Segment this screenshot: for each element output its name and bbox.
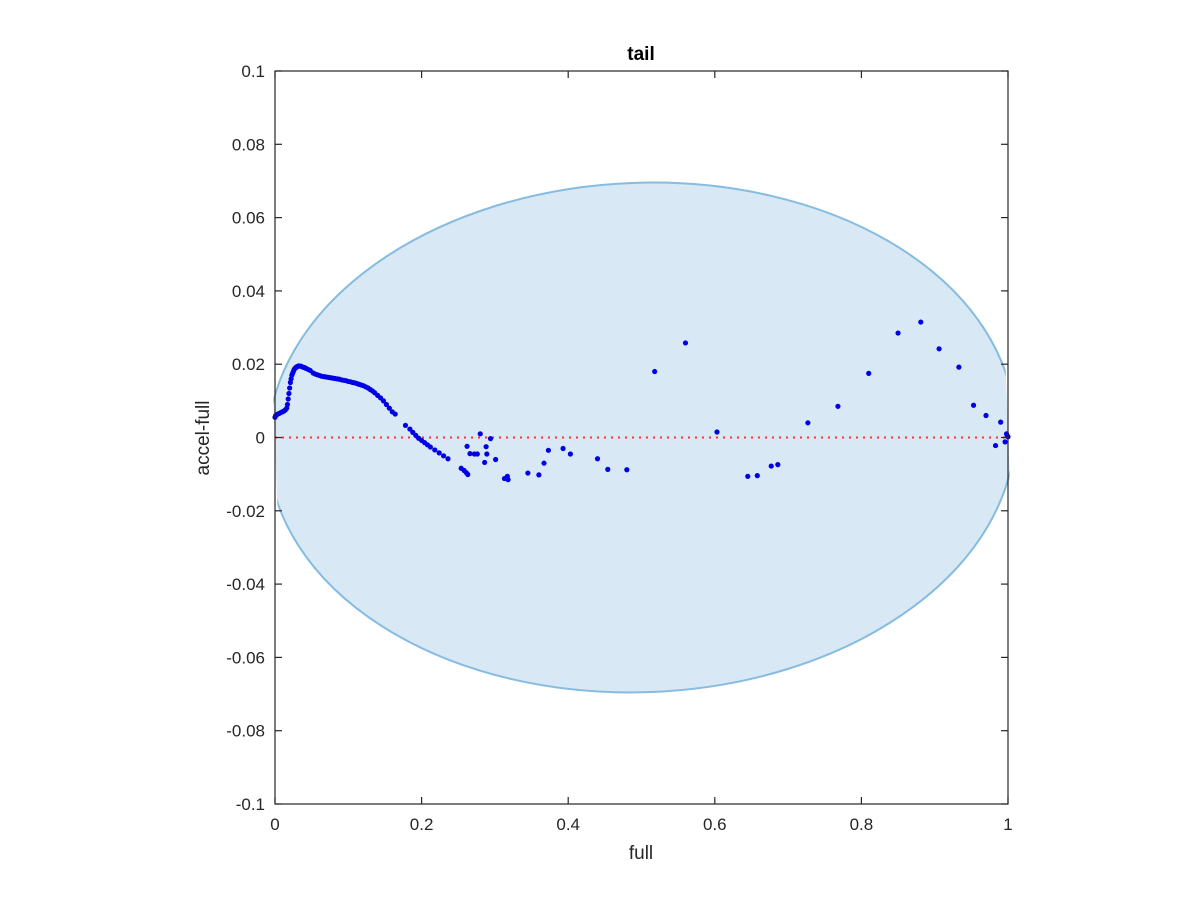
data-point	[467, 451, 473, 457]
data-point	[284, 401, 291, 408]
data-point	[805, 420, 811, 426]
y-tick-label: 0.1	[241, 62, 265, 81]
data-point	[970, 402, 977, 408]
y-tick-label: 0.08	[232, 135, 265, 154]
data-point	[536, 472, 542, 478]
data-point	[624, 467, 630, 473]
data-point	[745, 473, 751, 479]
data-point	[525, 470, 531, 476]
tick-marks-layer	[274, 70, 1009, 805]
data-point	[464, 443, 470, 449]
data-points-layer	[272, 319, 1011, 483]
data-point	[895, 330, 901, 336]
data-point	[541, 460, 547, 466]
data-point	[392, 411, 398, 417]
y-tick-label: -0.1	[236, 795, 265, 814]
data-point	[998, 419, 1004, 425]
data-point	[605, 466, 611, 472]
y-axis-label: accel-full	[193, 401, 214, 476]
data-point	[956, 364, 962, 370]
data-point	[427, 444, 433, 450]
x-tick-label: 1	[1003, 815, 1012, 834]
data-point	[432, 447, 438, 453]
data-point	[835, 403, 841, 409]
y-tick-label: 0.02	[232, 355, 265, 374]
data-point	[560, 445, 566, 452]
data-point	[440, 453, 447, 459]
data-point	[380, 398, 387, 404]
y-tick-label: 0	[256, 429, 265, 448]
data-point	[652, 368, 658, 375]
y-tick-label: -0.06	[226, 648, 265, 667]
data-point	[918, 319, 924, 325]
y-tick-label: -0.04	[226, 575, 265, 594]
data-point	[445, 456, 451, 462]
x-tick-label: 0.4	[556, 815, 580, 834]
data-point	[477, 431, 483, 437]
tick-labels-layer: 0 0.2 0.4 0.6 0.8 1 -0.1 -0.08 -0.06 -0.04 -0.02 0 0…	[226, 62, 1012, 834]
y-tick-label: -0.02	[226, 502, 265, 521]
y-tick-label: 0.06	[232, 209, 265, 228]
data-point	[383, 401, 390, 408]
x-tick-label: 0.8	[850, 815, 874, 834]
data-point	[775, 462, 781, 468]
data-point	[714, 429, 720, 435]
data-point	[754, 473, 760, 479]
data-point	[936, 346, 942, 352]
data-point	[402, 422, 409, 429]
data-point	[465, 471, 471, 478]
data-point	[285, 396, 291, 402]
data-point	[286, 390, 292, 397]
data-point	[505, 477, 511, 483]
data-point	[768, 463, 774, 469]
y-tick-label: -0.08	[226, 722, 265, 741]
data-point	[594, 456, 601, 462]
x-tick-label: 0.6	[703, 815, 727, 834]
data-point	[866, 370, 872, 376]
y-tick-label: 0.04	[232, 282, 265, 301]
data-point	[482, 459, 488, 466]
data-point	[682, 340, 689, 346]
x-axis-label: full	[629, 843, 653, 864]
data-point	[386, 405, 392, 411]
data-point	[567, 451, 573, 457]
data-point	[487, 435, 494, 442]
data-point	[474, 451, 480, 457]
data-point	[483, 444, 489, 450]
x-tick-label: 0	[270, 815, 279, 834]
data-point	[484, 451, 490, 457]
data-point	[287, 385, 293, 391]
x-tick-label: 0.2	[410, 815, 434, 834]
data-point	[436, 450, 442, 456]
data-point	[1002, 439, 1008, 445]
data-point	[545, 447, 552, 453]
chart-title: tail	[627, 44, 654, 65]
data-point	[493, 456, 499, 463]
data-point	[992, 442, 999, 449]
data-point	[983, 412, 989, 419]
